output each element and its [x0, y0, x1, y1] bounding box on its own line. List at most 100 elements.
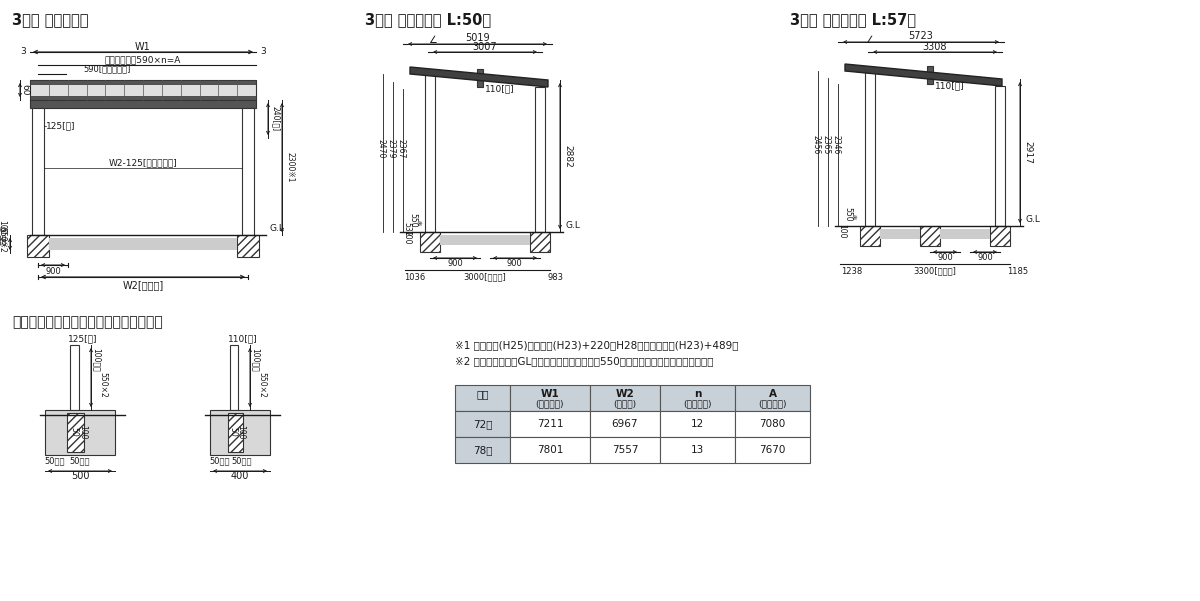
Text: 50以上: 50以上 [44, 457, 65, 466]
Text: 240[梁]: 240[梁] [271, 106, 281, 132]
Bar [30, 80, 256, 84]
Text: W2[柱芯々]: W2[柱芯々] [122, 280, 163, 290]
Text: 2917: 2917 [1024, 141, 1032, 164]
Text: 50: 50 [228, 427, 238, 437]
Bar [30, 96, 256, 100]
Bar [928, 66, 934, 84]
Text: n: n [694, 389, 701, 399]
Bar [420, 232, 440, 252]
Text: 7557: 7557 [612, 445, 638, 455]
Text: (前後枠幅): (前後枠幅) [758, 399, 787, 408]
Text: 7211: 7211 [536, 419, 563, 429]
Bar [590, 437, 660, 463]
Text: 900: 900 [937, 254, 953, 263]
Text: 983: 983 [547, 272, 563, 281]
Bar [660, 437, 734, 463]
Bar [660, 385, 734, 411]
Bar [660, 411, 734, 437]
Text: ※2: ※2 [0, 227, 7, 233]
Text: 2365: 2365 [822, 135, 830, 154]
Bar [510, 437, 590, 463]
Bar [590, 385, 660, 411]
Text: 6967: 6967 [612, 419, 638, 429]
Text: 土間コンクリート施工の場合の基礎寸法: 土間コンクリート施工の場合の基礎寸法 [12, 315, 163, 329]
Bar [228, 413, 242, 452]
Text: A: A [768, 389, 776, 399]
Text: 550: 550 [844, 207, 852, 221]
Text: 500: 500 [71, 471, 89, 481]
Bar [425, 74, 436, 232]
Text: 72型: 72型 [473, 419, 492, 429]
Text: 2379: 2379 [386, 139, 396, 159]
Text: (屋根枚数): (屋根枚数) [683, 399, 712, 408]
Text: 3台用 基本側面図 L:57型: 3台用 基本側面図 L:57型 [790, 12, 916, 27]
Text: 5723: 5723 [908, 31, 934, 41]
Text: 5019: 5019 [466, 33, 490, 43]
Text: 2367: 2367 [396, 139, 406, 159]
Text: 3007: 3007 [473, 42, 497, 52]
Bar [734, 385, 810, 411]
Polygon shape [410, 67, 548, 87]
Text: 100以上: 100以上 [91, 348, 101, 372]
Text: 100: 100 [402, 230, 412, 244]
Text: 50以上: 50以上 [70, 457, 90, 466]
Text: アーチピッチ590×n=A: アーチピッチ590×n=A [104, 55, 181, 64]
Bar [920, 226, 940, 246]
Bar [530, 232, 550, 252]
Text: 7080: 7080 [760, 419, 786, 429]
Text: 13: 13 [691, 445, 704, 455]
Text: 400: 400 [230, 471, 250, 481]
Text: 50以上: 50以上 [232, 457, 252, 466]
Text: 3300[柱芯々]: 3300[柱芯々] [913, 266, 956, 275]
Text: 550×2: 550×2 [98, 372, 108, 398]
Text: 7670: 7670 [760, 445, 786, 455]
Text: 50: 50 [70, 427, 78, 437]
Text: 100: 100 [0, 220, 6, 234]
Text: (形材外々): (形材外々) [535, 399, 564, 408]
Bar [210, 410, 270, 455]
Text: 100: 100 [78, 425, 88, 439]
Text: 50以上: 50以上 [210, 457, 230, 466]
Text: W2-125[柱内々寸法]: W2-125[柱内々寸法] [109, 159, 178, 168]
Bar [510, 385, 590, 411]
Bar [238, 235, 259, 257]
Text: 110[柱]: 110[柱] [485, 85, 515, 94]
Text: 2882: 2882 [564, 145, 572, 167]
Text: W1: W1 [541, 389, 559, 399]
Text: 3台用 基本側面図 L:50型: 3台用 基本側面図 L:50型 [365, 12, 491, 27]
Text: G.L: G.L [1025, 215, 1040, 224]
Text: (柱芯々): (柱芯々) [613, 399, 636, 408]
Text: 1185: 1185 [1008, 266, 1028, 275]
Polygon shape [845, 64, 1002, 86]
Bar [440, 235, 530, 245]
Text: 1036: 1036 [404, 272, 426, 281]
Text: 1238: 1238 [841, 266, 863, 275]
Text: 2456: 2456 [811, 135, 821, 154]
Text: 12: 12 [691, 419, 704, 429]
Bar [455, 411, 510, 437]
Text: 125[柱]: 125[柱] [68, 335, 97, 344]
Text: 590[アーチ芯々]: 590[アーチ芯々] [83, 64, 131, 73]
Text: 100: 100 [236, 425, 246, 439]
Text: 3: 3 [260, 47, 265, 56]
Text: 間口: 間口 [476, 389, 488, 399]
Bar [46, 410, 115, 455]
Text: 900: 900 [506, 260, 522, 269]
Text: 60: 60 [20, 84, 30, 96]
Text: 100: 100 [838, 224, 846, 238]
Bar [510, 411, 590, 437]
Text: ∠: ∠ [865, 35, 875, 45]
Text: W1: W1 [136, 42, 151, 52]
Text: ※1 ロング柱(H25)は標準柱(H23)+220。H28柱は、標準柱(H23)+489。: ※1 ロング柱(H25)は標準柱(H23)+220。H28柱は、標準柱(H23)… [455, 340, 738, 350]
Bar [28, 235, 49, 257]
Bar [30, 100, 256, 108]
Text: 900: 900 [46, 266, 61, 275]
Bar [49, 238, 238, 250]
Bar [455, 385, 510, 411]
Bar [860, 226, 880, 246]
Text: 100: 100 [0, 236, 7, 245]
Bar [734, 437, 810, 463]
Bar [995, 86, 1006, 226]
Text: G.L: G.L [270, 224, 284, 233]
Text: 110[柱]: 110[柱] [935, 82, 965, 91]
